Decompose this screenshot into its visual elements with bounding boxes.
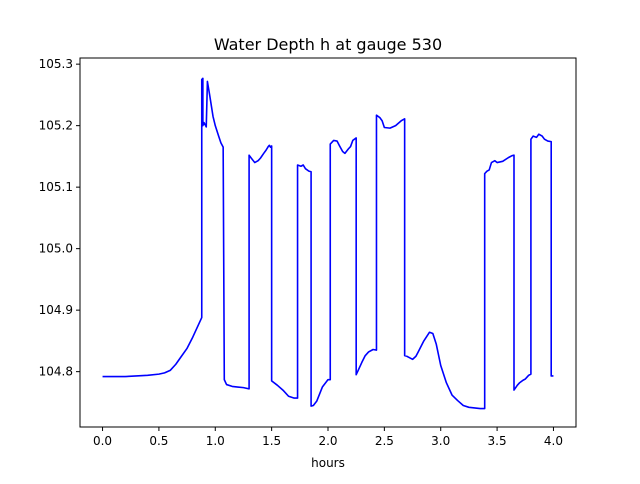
chart-title: Water Depth h at gauge 530: [214, 35, 442, 54]
x-tick-label: 2.5: [375, 434, 394, 448]
x-tick-label: 3.5: [488, 434, 507, 448]
x-tick-label: 0.5: [149, 434, 168, 448]
y-tick-label: 105.3: [39, 57, 73, 71]
x-axis-label: hours: [311, 456, 345, 470]
y-tick-label: 104.8: [39, 365, 73, 379]
y-tick-label: 105.0: [39, 242, 73, 256]
x-tick-label: 2.0: [318, 434, 337, 448]
x-tick-label: 0.0: [93, 434, 112, 448]
plot-frame: [79, 57, 577, 428]
y-tick-label: 105.2: [39, 119, 73, 133]
x-tick-label: 1.0: [206, 434, 225, 448]
y-tick-label: 105.1: [39, 180, 73, 194]
series-line-water-depth: [102, 77, 554, 410]
y-axis: 104.8 104.9 105.0 105.1 105.2 105.3: [39, 57, 80, 379]
x-axis: 0.0 0.5 1.0 1.5 2.0 2.5 3.0 3.5 4.0: [93, 427, 563, 448]
x-tick-label: 3.0: [431, 434, 450, 448]
x-tick-label: 1.5: [262, 434, 281, 448]
x-tick-label: 4.0: [544, 434, 563, 448]
y-tick-label: 104.9: [39, 303, 73, 317]
